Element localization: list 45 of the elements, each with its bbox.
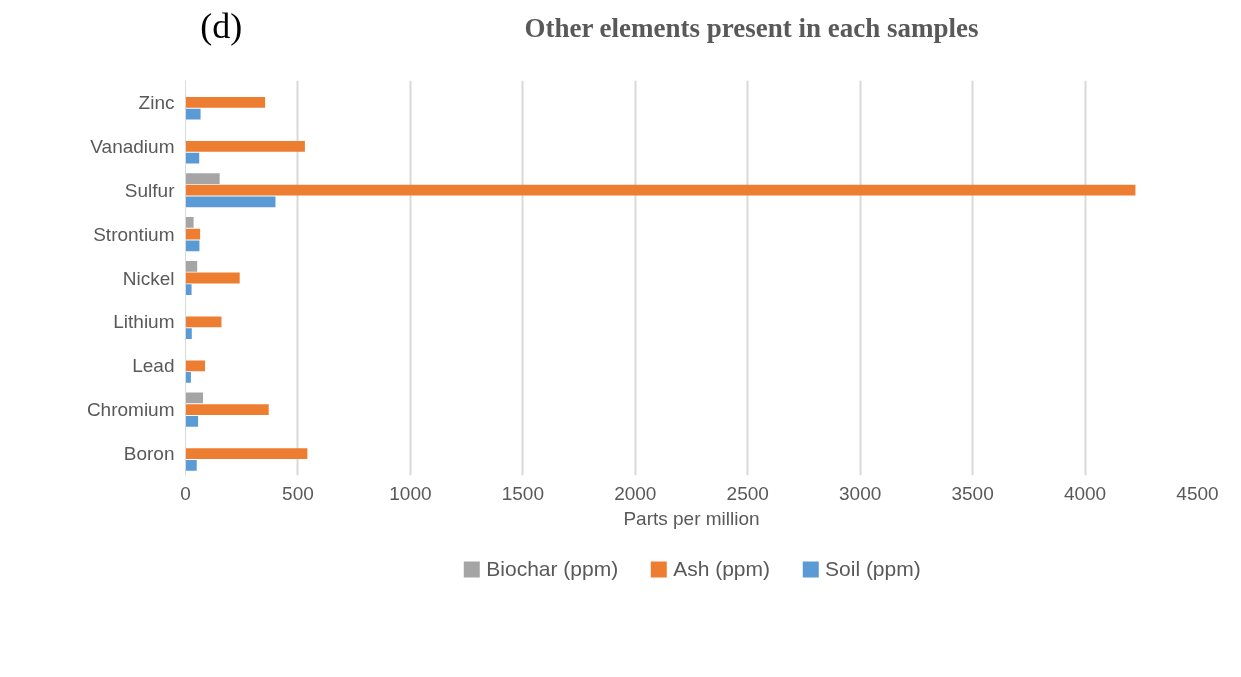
legend-label: Biochar (ppm) xyxy=(486,556,619,581)
bar xyxy=(185,316,222,328)
y-tick-label: Nickel xyxy=(122,267,175,289)
y-tick-label: Lithium xyxy=(113,311,175,333)
bar xyxy=(185,184,1136,196)
y-tick-label: Vanadium xyxy=(90,135,175,157)
bar xyxy=(185,284,192,296)
bar xyxy=(185,173,220,184)
bar xyxy=(185,260,198,272)
bar xyxy=(185,392,204,404)
text: (d) xyxy=(200,5,243,46)
bar xyxy=(185,240,200,252)
legend-label: Ash (ppm) xyxy=(673,556,771,581)
bar xyxy=(185,448,308,459)
y-tick-label: Lead xyxy=(132,355,175,377)
y-tick-label: Boron xyxy=(123,443,175,465)
x-tick-label: 3500 xyxy=(951,482,994,504)
bar xyxy=(185,372,191,383)
legend-label: Soil (ppm) xyxy=(825,556,921,581)
bar xyxy=(185,404,269,416)
x-tick-label: 2000 xyxy=(614,482,657,504)
bar xyxy=(185,140,305,152)
bar xyxy=(185,108,201,120)
bar xyxy=(185,272,240,284)
x-tick-label: 4500 xyxy=(1176,482,1219,504)
bar xyxy=(185,360,206,372)
x-tick-label: 2500 xyxy=(726,482,769,504)
bar xyxy=(185,196,276,208)
x-axis-title: Parts per million xyxy=(623,507,760,529)
bar xyxy=(185,328,192,339)
y-tick-label: Strontium xyxy=(93,223,175,245)
x-tick-label: 1500 xyxy=(501,482,544,504)
bar xyxy=(185,217,194,228)
x-tick-label: 4000 xyxy=(1063,482,1107,504)
x-tick-label: 3000 xyxy=(839,482,882,504)
y-tick-label: Zinc xyxy=(138,91,175,113)
x-tick-label: 500 xyxy=(282,482,314,504)
x-tick-label: 1000 xyxy=(389,482,432,504)
x-tick-label: 0 xyxy=(180,482,191,504)
y-tick-label: Sulfur xyxy=(124,179,176,201)
chart-title: Other elements present in each samples xyxy=(524,12,979,43)
bar xyxy=(185,97,266,108)
bar xyxy=(185,459,197,471)
bar xyxy=(185,415,199,427)
y-tick-label: Chromium xyxy=(86,399,175,421)
